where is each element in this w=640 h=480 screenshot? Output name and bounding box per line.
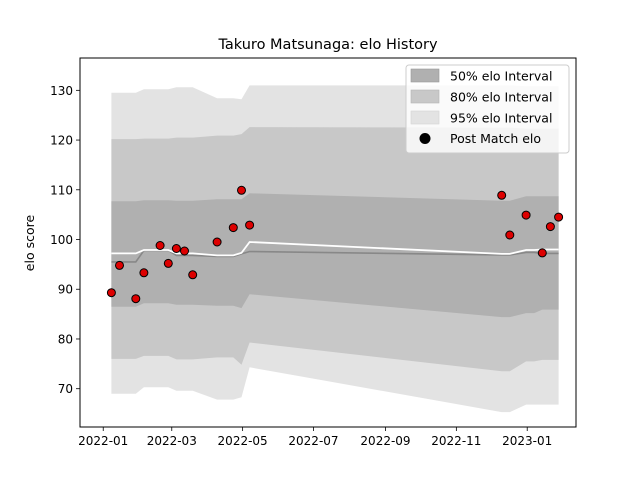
- plot-area: [106, 85, 564, 413]
- post-match-elo-point: [131, 294, 141, 304]
- post-match-elo-point: [212, 237, 222, 247]
- x-tick-label: 2022-03: [147, 434, 197, 448]
- post-match-elo-point: [237, 185, 246, 195]
- y-tick-label: 80: [58, 332, 73, 346]
- post-match-elo-point: [139, 268, 149, 278]
- legend-swatch-80: [410, 89, 440, 104]
- x-axis: 2022-01 2022-03 2022-05 2022-07 2022-09 2022-…: [78, 427, 552, 448]
- legend-label-95: 95% elo Interval: [450, 111, 552, 126]
- post-match-elo-point: [521, 210, 531, 220]
- band-50-interval: [111, 193, 559, 318]
- legend-frame: [405, 64, 570, 154]
- post-match-elo-point: [115, 260, 124, 270]
- x-tick-label: 2022-01: [78, 434, 128, 448]
- post-match-elo-point: [228, 223, 238, 233]
- legend-marker-points: [419, 133, 431, 144]
- legend-label-80: 80% elo Interval: [450, 90, 552, 105]
- post-match-elo-point: [505, 230, 515, 240]
- legend-label-50: 50% elo Interval: [450, 69, 552, 84]
- legend: 50% elo Interval 80% elo Interval 95% el…: [405, 64, 570, 154]
- y-tick-label: 100: [50, 233, 73, 247]
- post-match-elo-point: [537, 248, 547, 258]
- mean-elo-line: [111, 241, 559, 257]
- post-match-elo-point: [497, 190, 507, 200]
- post-match-elo-point: [155, 241, 165, 250]
- legend-swatch-95: [410, 110, 440, 125]
- x-tick-label: 2023-01: [502, 434, 552, 448]
- chart-title: Takuro Matsunaga: elo History: [217, 37, 438, 53]
- post-match-elo-point: [188, 270, 198, 280]
- x-tick-label: 2022-05: [218, 434, 268, 448]
- x-tick-label: 2022-07: [288, 434, 338, 448]
- post-match-elo-point: [245, 220, 255, 230]
- y-axis: 70 80 90 100 110 120 130: [50, 84, 80, 396]
- post-match-elo-point: [180, 246, 189, 256]
- y-axis-label: elo score: [22, 215, 37, 272]
- post-match-elo-point: [545, 222, 555, 232]
- post-match-elo-point: [171, 244, 181, 253]
- y-tick-label: 110: [50, 183, 73, 197]
- post-match-elo-point: [106, 288, 116, 298]
- post-match-elo-point: [554, 212, 564, 222]
- post-match-elo-point: [163, 258, 173, 268]
- legend-label-points: Post Match elo: [450, 131, 541, 146]
- y-tick-label: 120: [50, 134, 73, 148]
- y-tick-label: 130: [50, 84, 73, 98]
- legend-swatch-50: [410, 68, 440, 83]
- y-tick-label: 90: [58, 283, 73, 297]
- x-tick-label: 2022-11: [431, 434, 481, 448]
- x-tick-label: 2022-09: [360, 434, 410, 448]
- axes-frame: [79, 57, 577, 428]
- y-tick-label: 70: [58, 382, 73, 396]
